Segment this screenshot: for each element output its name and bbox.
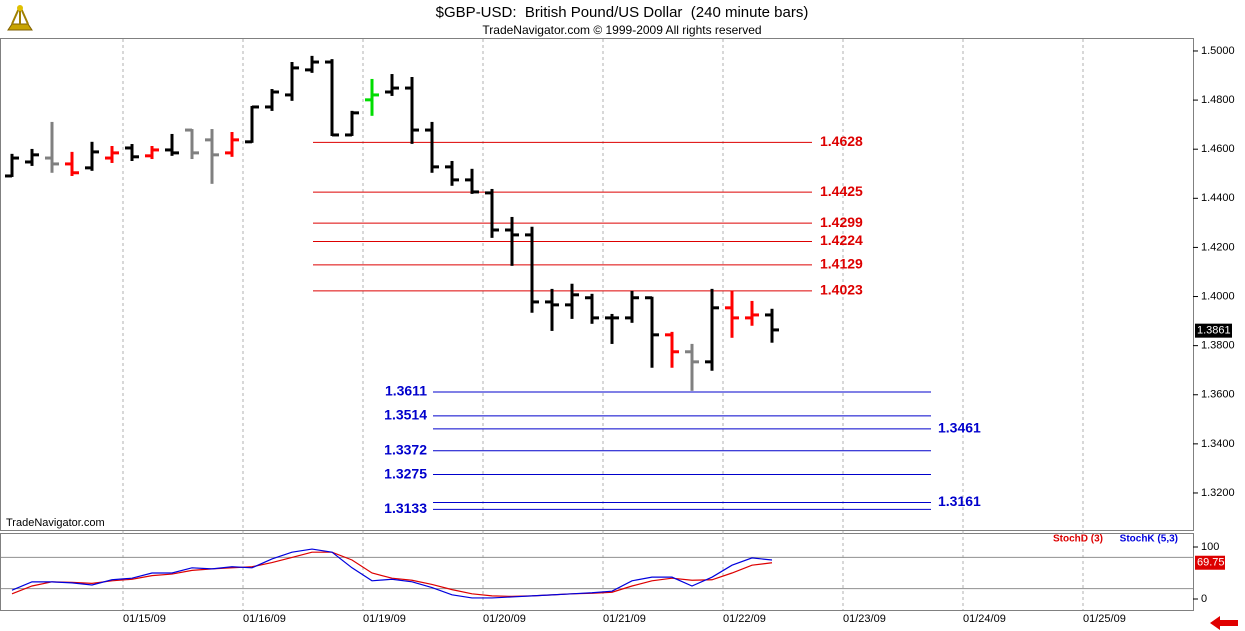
x-tick-label: 01/25/09 [1083, 613, 1126, 625]
level-label: 1.4129 [820, 256, 863, 272]
x-tick-label: 01/16/09 [243, 613, 286, 625]
y-tick-label: 1.3400 [1201, 438, 1235, 450]
y-tick-label: 1.4000 [1201, 290, 1235, 302]
y-tick-label: 1.3800 [1201, 340, 1235, 352]
y-tick-label: 1.4600 [1201, 143, 1235, 155]
last-price-label: 1.3861 [1197, 325, 1231, 337]
logo [7, 5, 33, 31]
y-tick-label: 100 [1201, 541, 1219, 553]
x-tick-label: 01/19/09 [363, 613, 406, 625]
level-label: 1.3514 [384, 407, 427, 423]
y-tick-label: 1.4200 [1201, 241, 1235, 253]
y-tick-label: 1.3200 [1201, 487, 1235, 499]
stoch-line [11, 551, 773, 598]
level-label: 1.3611 [385, 383, 427, 399]
legend-label: StochD (3) [1053, 534, 1103, 545]
level-label: 1.3372 [384, 441, 427, 457]
x-tick-label: 01/24/09 [963, 613, 1006, 625]
x-tick-label: 01/22/09 [723, 613, 766, 625]
y-tick-label: 1.5000 [1201, 45, 1235, 57]
level-label: 1.4628 [820, 133, 863, 149]
scroll-arrow[interactable] [1210, 616, 1238, 630]
level-label: 1.4224 [820, 232, 863, 248]
level-label: 1.3275 [384, 465, 427, 481]
y-tick-label: 1.4800 [1201, 94, 1235, 106]
level-label: 1.3133 [384, 500, 427, 516]
x-tick-label: 01/23/09 [843, 613, 886, 625]
stoch-line [11, 548, 773, 599]
level-label: 1.4425 [820, 183, 863, 199]
y-tick-label: 1.4400 [1201, 192, 1235, 204]
price-panel-frame [0, 38, 1194, 531]
level-label: 1.4299 [820, 214, 863, 230]
level-label: 1.4023 [820, 282, 863, 298]
watermark: TradeNavigator.com [6, 517, 105, 529]
current-value-box [1195, 555, 1225, 570]
stoch-panel-frame [0, 533, 1194, 611]
x-tick-label: 01/20/09 [483, 613, 526, 625]
x-tick-label: 01/15/09 [123, 613, 166, 625]
y-tick-label: 1.3600 [1201, 389, 1235, 401]
last-price-box [1195, 323, 1232, 338]
current-value-label: 69.75 [1197, 557, 1225, 569]
x-tick-label: 01/21/09 [603, 613, 646, 625]
level-label: 1.3461 [938, 420, 981, 436]
level-label: 1.3161 [938, 493, 981, 509]
y-tick-label: 0 [1201, 593, 1207, 605]
chart-subtitle: TradeNavigator.com © 1999-2009 All right… [482, 23, 761, 37]
legend-label: StochK (5,3) [1120, 534, 1178, 545]
chart-title: $GBP-USD: British Pound/US Dollar (240 m… [436, 4, 809, 21]
